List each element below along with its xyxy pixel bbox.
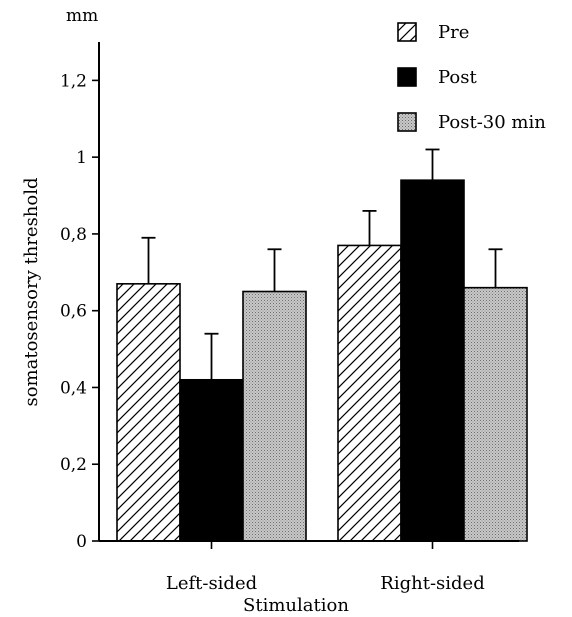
- legend-swatch-stipple: [397, 112, 417, 132]
- bars: [116, 179, 528, 542]
- error-bars: [141, 148, 503, 380]
- y-tick-label: 0: [76, 532, 87, 552]
- y-tick-label: 0,2: [60, 455, 87, 475]
- legend-swatch-solid: [397, 67, 417, 87]
- y-tick-label: 0,6: [60, 302, 87, 322]
- y-tick-label: 1,2: [60, 71, 87, 91]
- legend-label: Post-30 min: [438, 112, 546, 133]
- bar-hatch: [116, 283, 181, 542]
- legend: Pre Post Post-30 min: [397, 22, 546, 133]
- y-tick-label: 1: [76, 148, 87, 168]
- bar-solid: [179, 378, 244, 542]
- y-unit-label: mm: [66, 6, 98, 26]
- x-axis-title: Stimulation: [243, 595, 349, 616]
- y-axis-title: somatosensory threshold: [21, 177, 42, 406]
- x-axis-ticks: [210, 541, 434, 549]
- category-label: Right-sided: [380, 573, 484, 594]
- bar-hatch: [337, 244, 402, 542]
- y-tick-label: 0,4: [60, 378, 87, 398]
- bar-solid: [400, 179, 465, 542]
- legend-label: Post: [438, 67, 477, 88]
- bar-stipple: [463, 286, 528, 542]
- legend-swatch-hatch: [397, 22, 417, 42]
- y-tick-label: 0,8: [60, 225, 87, 245]
- y-axis-ticks: 0 0,2 0,4 0,6 0,8 1 1,2: [60, 71, 99, 552]
- legend-label: Pre: [438, 22, 469, 43]
- category-label: Left-sided: [166, 573, 257, 594]
- bar-stipple: [242, 290, 307, 542]
- category-labels: Left-sided Right-sided: [166, 573, 485, 594]
